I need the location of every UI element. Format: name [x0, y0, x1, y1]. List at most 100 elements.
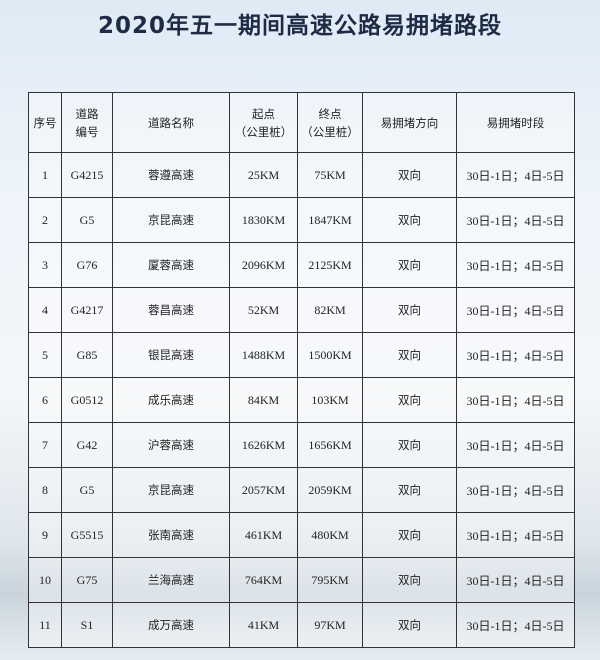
cell-road-code: G0512: [61, 377, 113, 423]
cell-road-name: 蓉昌高速: [112, 287, 230, 333]
cell-direction: 双向: [362, 557, 457, 603]
cell-direction: 双向: [362, 197, 457, 243]
cell-index: 7: [28, 422, 62, 468]
cell-index: 10: [28, 557, 62, 603]
cell-road-code: S1: [61, 602, 113, 648]
header-line2: （公里桩）: [234, 124, 293, 139]
cell-direction: 双向: [362, 332, 457, 378]
table-row: 5 G85 银昆高速 1488KM 1500KM 双向 30日-1日；4日-5日: [28, 332, 575, 378]
header-col-end: 终点 （公里桩）: [297, 92, 363, 153]
cell-period: 30日-1日；4日-5日: [456, 197, 575, 243]
table-row: 11 S1 成万高速 41KM 97KM 双向 30日-1日；4日-5日: [28, 602, 575, 648]
cell-road-code: G75: [61, 557, 113, 603]
table-row: 6 G0512 成乐高速 84KM 103KM 双向 30日-1日；4日-5日: [28, 377, 575, 423]
header-col-road-code: 道路 编号: [61, 92, 113, 153]
cell-end: 480KM: [297, 512, 363, 558]
cell-end: 795KM: [297, 557, 363, 603]
cell-period: 30日-1日；4日-5日: [456, 377, 575, 423]
cell-index: 5: [28, 332, 62, 378]
header-line1: 起点: [252, 106, 275, 121]
cell-road-name: 沪蓉高速: [112, 422, 230, 468]
cell-direction: 双向: [362, 377, 457, 423]
cell-road-code: G76: [61, 242, 113, 288]
cell-end: 97KM: [297, 602, 363, 648]
header-col-index: 序号: [28, 92, 62, 153]
cell-index: 2: [28, 197, 62, 243]
cell-period: 30日-1日；4日-5日: [456, 557, 575, 603]
cell-direction: 双向: [362, 287, 457, 333]
cell-start: 461KM: [229, 512, 298, 558]
cell-end: 2059KM: [297, 467, 363, 513]
cell-period: 30日-1日；4日-5日: [456, 512, 575, 558]
cell-end: 103KM: [297, 377, 363, 423]
header-col-start: 起点 （公里桩）: [229, 92, 298, 153]
cell-index: 1: [28, 152, 62, 198]
cell-start: 2057KM: [229, 467, 298, 513]
cell-end: 82KM: [297, 287, 363, 333]
cell-road-code: G5: [61, 467, 113, 513]
cell-start: 25KM: [229, 152, 298, 198]
cell-index: 6: [28, 377, 62, 423]
header-line1: 易拥堵时段: [486, 115, 545, 130]
table-row: 9 G5515 张南高速 461KM 480KM 双向 30日-1日；4日-5日: [28, 512, 575, 558]
cell-end: 1500KM: [297, 332, 363, 378]
cell-road-name: 银昆高速: [112, 332, 230, 378]
cell-direction: 双向: [362, 152, 457, 198]
cell-period: 30日-1日；4日-5日: [456, 242, 575, 288]
cell-start: 1626KM: [229, 422, 298, 468]
cell-road-name: 厦蓉高速: [112, 242, 230, 288]
cell-road-name: 兰海高速: [112, 557, 230, 603]
cell-period: 30日-1日；4日-5日: [456, 152, 575, 198]
header-col-direction: 易拥堵方向: [362, 92, 457, 153]
cell-end: 1656KM: [297, 422, 363, 468]
cell-road-name: 京昆高速: [112, 197, 230, 243]
cell-index: 8: [28, 467, 62, 513]
cell-direction: 双向: [362, 242, 457, 288]
cell-road-name: 京昆高速: [112, 467, 230, 513]
cell-road-code: G4215: [61, 152, 113, 198]
congestion-table: 序号 道路 编号 道路名称 起点 （公里桩） 终点 （公里桩） 易拥堵方向 易拥堵时段 1 G421…: [28, 92, 575, 648]
cell-index: 9: [28, 512, 62, 558]
cell-period: 30日-1日；4日-5日: [456, 602, 575, 648]
header-line1: 序号: [33, 115, 57, 130]
cell-index: 4: [28, 287, 62, 333]
cell-end: 2125KM: [297, 242, 363, 288]
header-line2: 编号: [75, 124, 99, 139]
table-row: 8 G5 京昆高速 2057KM 2059KM 双向 30日-1日；4日-5日: [28, 467, 575, 513]
cell-period: 30日-1日；4日-5日: [456, 287, 575, 333]
header-row: 序号 道路 编号 道路名称 起点 （公里桩） 终点 （公里桩） 易拥堵方向 易拥堵时段: [28, 92, 575, 153]
cell-period: 30日-1日；4日-5日: [456, 332, 575, 378]
table-row: 1 G4215 蓉遵高速 25KM 75KM 双向 30日-1日；4日-5日: [28, 152, 575, 198]
cell-road-code: G5515: [61, 512, 113, 558]
cell-road-code: G4217: [61, 287, 113, 333]
header-line1: 道路名称: [148, 115, 194, 130]
header-col-road-name: 道路名称: [112, 92, 230, 153]
table-row: 7 G42 沪蓉高速 1626KM 1656KM 双向 30日-1日；4日-5日: [28, 422, 575, 468]
table-row: 3 G76 厦蓉高速 2096KM 2125KM 双向 30日-1日；4日-5日: [28, 242, 575, 288]
cell-direction: 双向: [362, 602, 457, 648]
page-title: 2020年五一期间高速公路易拥堵路段: [97, 13, 502, 39]
cell-start: 1830KM: [229, 197, 298, 243]
cell-period: 30日-1日；4日-5日: [456, 422, 575, 468]
cell-road-code: G5: [61, 197, 113, 243]
cell-start: 764KM: [229, 557, 298, 603]
cell-road-code: G85: [61, 332, 113, 378]
cell-index: 3: [28, 242, 62, 288]
cell-end: 75KM: [297, 152, 363, 198]
header-line1: 终点: [318, 106, 342, 121]
header-line1: 道路: [75, 106, 99, 121]
header-line2: （公里桩）: [301, 124, 359, 139]
cell-road-code: G42: [61, 422, 113, 468]
cell-start: 84KM: [229, 377, 298, 423]
cell-road-name: 成万高速: [112, 602, 230, 648]
table-row: 10 G75 兰海高速 764KM 795KM 双向 30日-1日；4日-5日: [28, 557, 575, 603]
header-col-period: 易拥堵时段: [456, 92, 575, 153]
cell-start: 1488KM: [229, 332, 298, 378]
cell-start: 52KM: [229, 287, 298, 333]
cell-index: 11: [28, 602, 62, 648]
cell-start: 2096KM: [229, 242, 298, 288]
table-row: 4 G4217 蓉昌高速 52KM 82KM 双向 30日-1日；4日-5日: [28, 287, 575, 333]
cell-end: 1847KM: [297, 197, 363, 243]
cell-period: 30日-1日；4日-5日: [456, 467, 575, 513]
cell-direction: 双向: [362, 467, 457, 513]
